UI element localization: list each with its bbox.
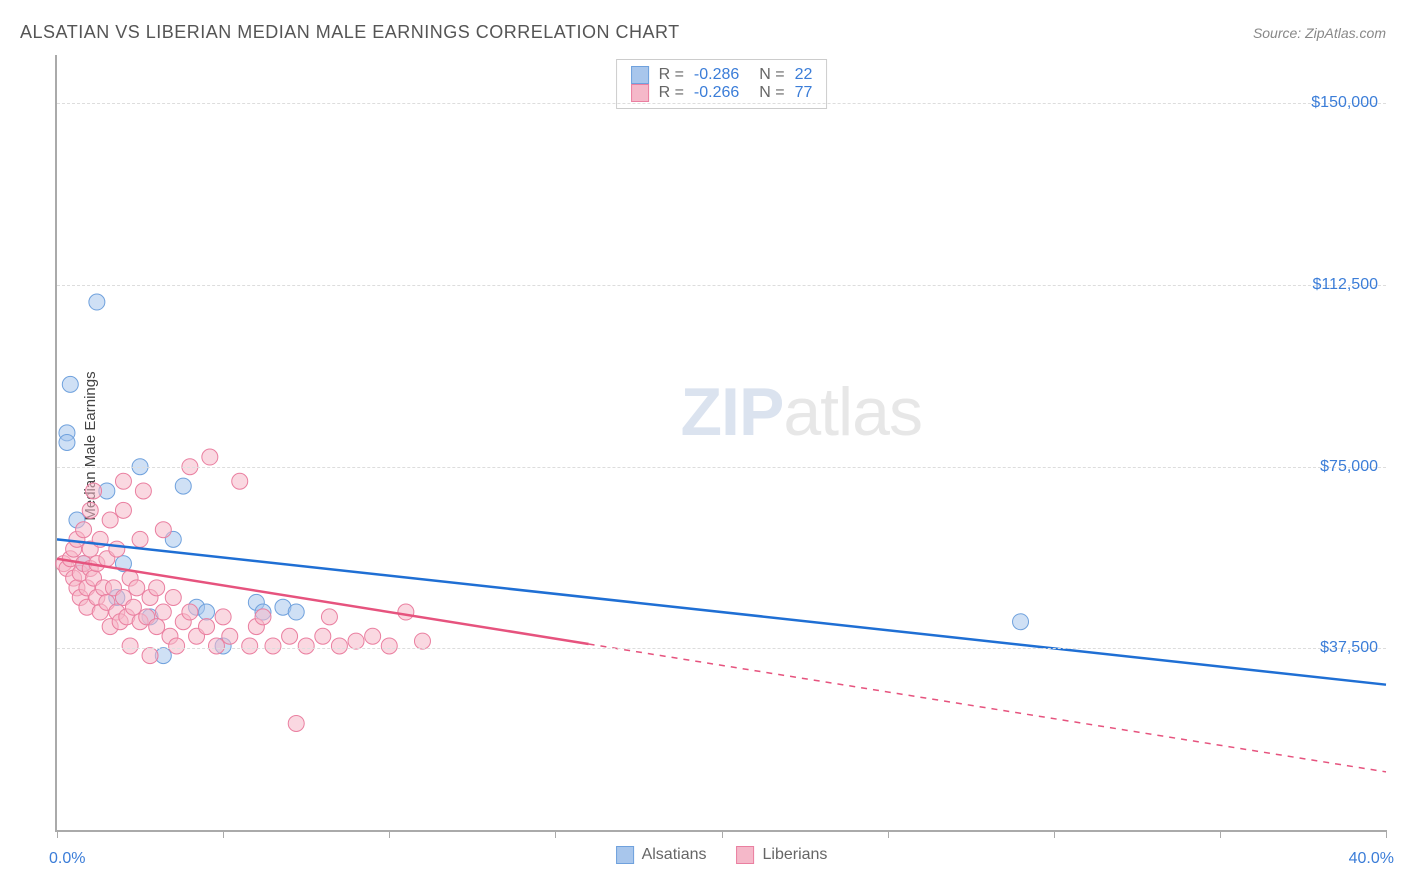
scatter-point	[282, 628, 298, 644]
scatter-point	[155, 522, 171, 538]
legend-label-alsatians: Alsatians	[642, 846, 707, 864]
scatter-point	[122, 638, 138, 654]
scatter-point	[414, 633, 430, 649]
chart-title: ALSATIAN VS LIBERIAN MEDIAN MALE EARNING…	[20, 22, 680, 43]
scatter-point	[129, 580, 145, 596]
scatter-point	[255, 609, 271, 625]
y-tick-label: $112,500	[1312, 276, 1378, 294]
legend-swatch-alsatians	[616, 846, 634, 864]
title-row: ALSATIAN VS LIBERIAN MEDIAN MALE EARNING…	[20, 22, 1386, 43]
scatter-point	[348, 633, 364, 649]
stat-n-label-1: N =	[759, 84, 784, 102]
scatter-point	[331, 638, 347, 654]
scatter-point	[59, 435, 75, 451]
stat-r-val-1: -0.266	[694, 84, 739, 102]
stat-r-val-0: -0.286	[694, 66, 739, 84]
scatter-point	[232, 473, 248, 489]
y-tick-label: $37,500	[1320, 639, 1378, 657]
scatter-point	[125, 599, 141, 615]
scatter-point	[132, 531, 148, 547]
x-tick	[555, 830, 556, 838]
y-tick-label: $150,000	[1311, 94, 1378, 112]
scatter-point	[398, 604, 414, 620]
legend-series: Alsatians Liberians	[616, 846, 828, 864]
scatter-point	[149, 580, 165, 596]
scatter-point	[89, 294, 105, 310]
y-tick-label: $75,000	[1320, 458, 1378, 476]
swatch-liberians	[631, 84, 649, 102]
swatch-alsatians	[631, 66, 649, 84]
scatter-point	[365, 628, 381, 644]
scatter-point	[175, 478, 191, 494]
scatter-point	[321, 609, 337, 625]
x-tick	[389, 830, 390, 838]
scatter-point	[155, 604, 171, 620]
stat-r-label-0: R =	[659, 66, 684, 84]
scatter-point	[215, 609, 231, 625]
scatter-point	[169, 638, 185, 654]
x-tick	[223, 830, 224, 838]
legend-item-alsatians: Alsatians	[616, 846, 707, 864]
chart-svg	[57, 55, 1386, 830]
x-tick	[888, 830, 889, 838]
legend-swatch-liberians	[736, 846, 754, 864]
x-tick	[1054, 830, 1055, 838]
x-max-label: 40.0%	[1349, 850, 1394, 868]
scatter-point	[142, 648, 158, 664]
stat-n-val-0: 22	[795, 66, 813, 84]
scatter-point	[62, 376, 78, 392]
scatter-point	[202, 449, 218, 465]
scatter-point	[135, 483, 151, 499]
stat-r-label-1: R =	[659, 84, 684, 102]
scatter-point	[165, 590, 181, 606]
legend-stats-row-0: R = -0.286 N = 22	[631, 66, 813, 84]
scatter-point	[199, 619, 215, 635]
trend-line-dashed	[589, 644, 1386, 772]
x-tick	[1386, 830, 1387, 838]
stat-n-val-1: 77	[795, 84, 813, 102]
x-tick	[722, 830, 723, 838]
gridline-h	[57, 648, 1386, 649]
x-tick	[1220, 830, 1221, 838]
scatter-point	[115, 473, 131, 489]
gridline-h	[57, 285, 1386, 286]
scatter-point	[242, 638, 258, 654]
gridline-h	[57, 103, 1386, 104]
scatter-point	[315, 628, 331, 644]
scatter-point	[115, 502, 131, 518]
x-min-label: 0.0%	[49, 850, 85, 868]
scatter-point	[1013, 614, 1029, 630]
scatter-point	[76, 522, 92, 538]
scatter-point	[102, 512, 118, 528]
legend-stats: R = -0.286 N = 22 R = -0.266 N = 77	[616, 59, 828, 109]
scatter-point	[298, 638, 314, 654]
scatter-point	[182, 604, 198, 620]
scatter-point	[82, 502, 98, 518]
stat-n-label-0: N =	[759, 66, 784, 84]
scatter-point	[381, 638, 397, 654]
legend-item-liberians: Liberians	[736, 846, 827, 864]
scatter-point	[199, 604, 215, 620]
scatter-point	[86, 483, 102, 499]
scatter-point	[222, 628, 238, 644]
scatter-point	[109, 541, 125, 557]
scatter-point	[288, 715, 304, 731]
plot-area: ZIPatlas R = -0.286 N = 22 R = -0.266 N …	[55, 55, 1386, 832]
source-label: Source: ZipAtlas.com	[1253, 25, 1386, 41]
scatter-point	[288, 604, 304, 620]
legend-stats-row-1: R = -0.266 N = 77	[631, 84, 813, 102]
scatter-point	[208, 638, 224, 654]
x-tick	[57, 830, 58, 838]
scatter-point	[149, 619, 165, 635]
scatter-point	[265, 638, 281, 654]
gridline-h	[57, 467, 1386, 468]
legend-label-liberians: Liberians	[762, 846, 827, 864]
